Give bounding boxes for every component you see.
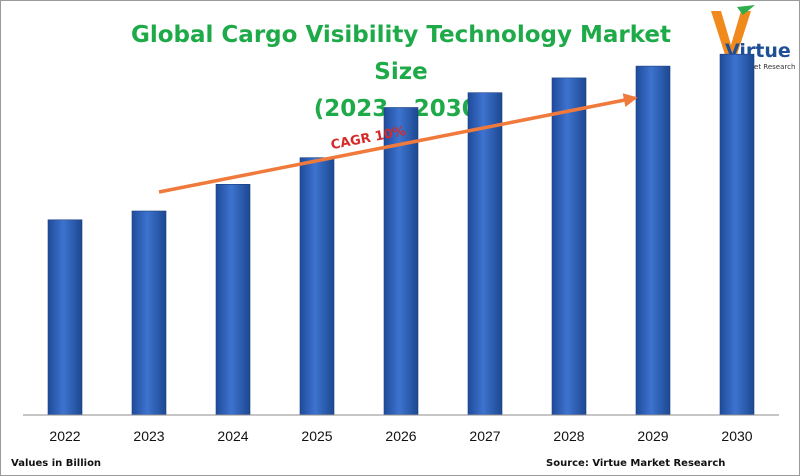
bar-2024: [215, 184, 251, 416]
x-tick-label-2030: 2030: [721, 428, 752, 444]
bar-series: [47, 53, 755, 416]
source-note: Source: Virtue Market Research: [546, 458, 726, 469]
units-note: Values in Billion: [11, 458, 102, 469]
virtue-v-logo-icon: [711, 11, 751, 61]
bar-2029: [635, 65, 671, 416]
x-tick-label-2022: 2022: [49, 428, 80, 444]
bar-2030: [719, 53, 755, 416]
x-tick-label-2026: 2026: [385, 428, 416, 444]
x-tick-label-2027: 2027: [469, 428, 500, 444]
x-tick-label-2023: 2023: [133, 428, 164, 444]
bar-2022: [47, 219, 83, 416]
x-axis-ticks: 2022 2023 2024 2025 2026 2027 2028 2029 2030: [49, 428, 752, 444]
x-tick-label-2029: 2029: [637, 428, 668, 444]
bar-2023: [131, 210, 167, 416]
chart-title-line-1: Global Cargo Visibility Technology Marke…: [130, 22, 671, 85]
bar-2025: [299, 157, 335, 416]
bar-2026: [383, 107, 419, 416]
bar-2028: [551, 77, 587, 416]
logo-tagline-text: Market Research: [737, 63, 795, 71]
x-tick-label-2028: 2028: [553, 428, 584, 444]
bar-2027: [467, 92, 503, 416]
logo-leaf-icon: [737, 5, 755, 15]
x-tick-label-2024: 2024: [217, 428, 248, 444]
x-tick-label-2025: 2025: [301, 428, 332, 444]
chart-title: Global Cargo Visibility Technology Marke…: [101, 17, 701, 128]
cagr-arrow: [158, 93, 638, 194]
